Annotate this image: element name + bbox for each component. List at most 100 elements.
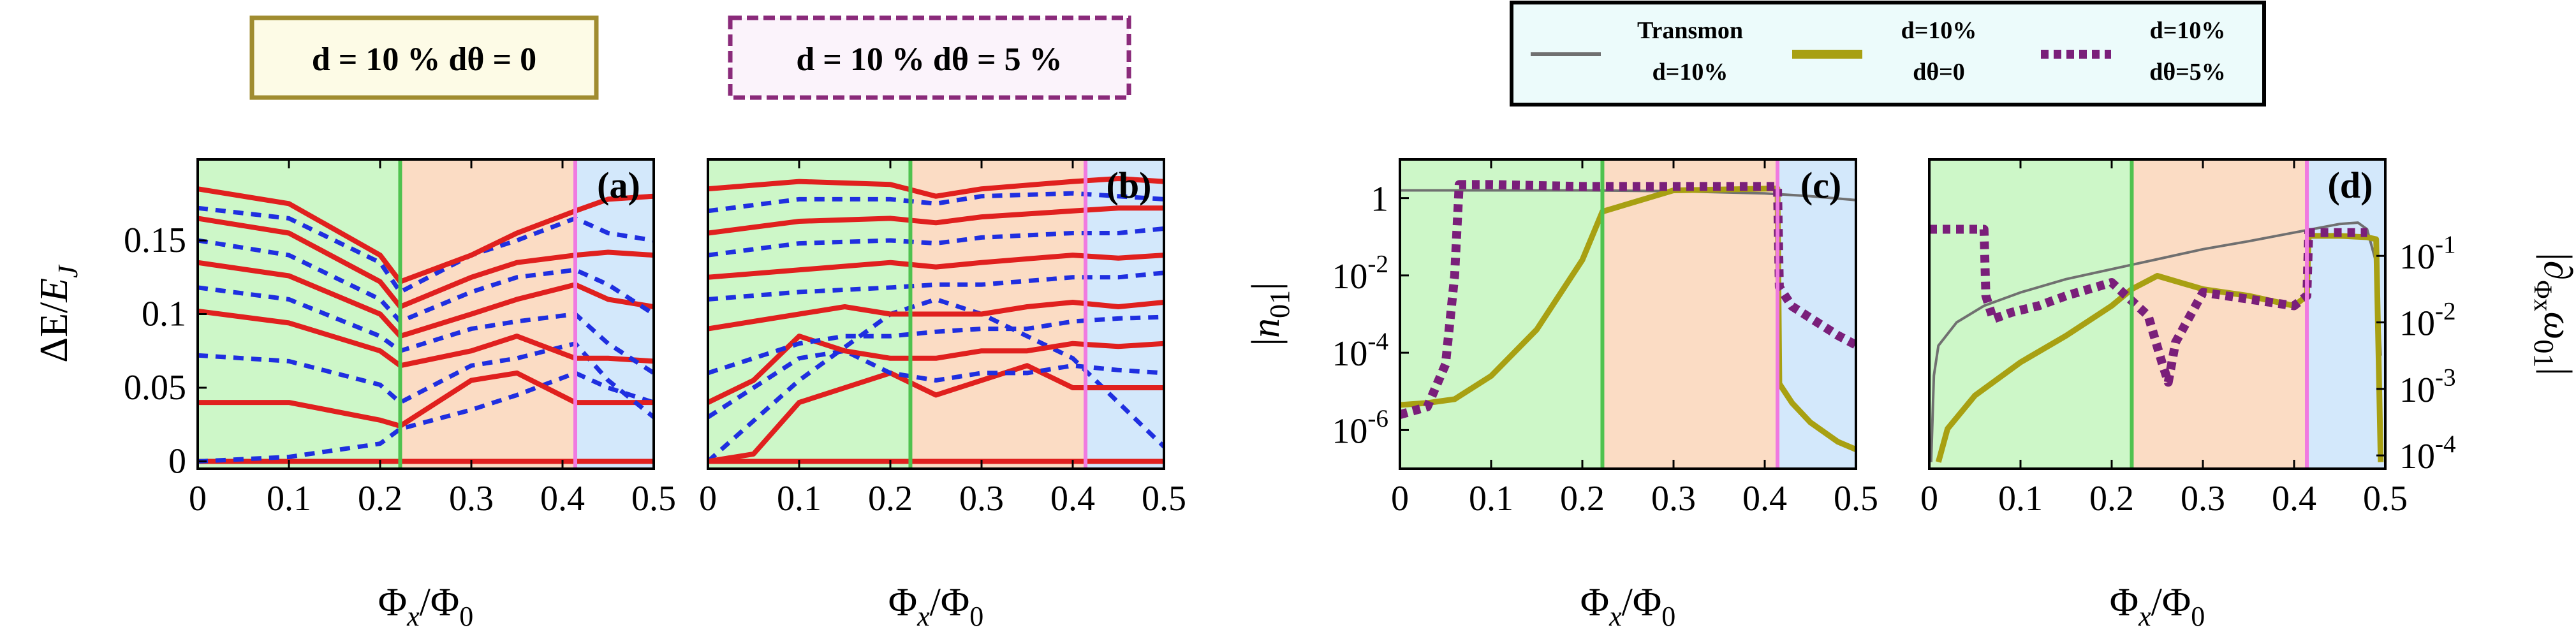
panel-label: (b) — [1107, 165, 1152, 206]
series-line — [708, 334, 1164, 405]
x-tick-label: 0 — [699, 479, 717, 518]
series-line — [708, 314, 1164, 376]
x-tick-label: 0.5 — [631, 479, 676, 518]
series-line — [1929, 221, 2382, 462]
x-axis-label: Φx/Φ0 — [378, 581, 473, 632]
x-tick-label: 0.4 — [1742, 479, 1787, 518]
x-tick-label: 0 — [1391, 479, 1409, 518]
series-line — [198, 285, 654, 375]
box-a-text: d = 10 % dθ = 0 — [312, 41, 536, 78]
box-b-text: d = 10 % dθ = 5 % — [796, 41, 1062, 78]
legend-transmon-line1: Transmon — [1637, 17, 1743, 44]
series-line — [708, 191, 1164, 214]
x-tick-label: 0.2 — [1560, 479, 1605, 518]
y-tick-label: 10-2 — [1332, 251, 1388, 297]
series-line — [198, 341, 654, 419]
box-a: d = 10 % dθ = 0 — [249, 15, 599, 100]
panel-label: (a) — [597, 165, 640, 206]
y-axis-label: ΔE/EJ — [33, 264, 84, 363]
legend-olive-line2: dθ=0 — [1913, 59, 1965, 85]
svg-text:d = 10 % dθ = 5 %: d = 10 % dθ = 5 % — [796, 41, 1062, 78]
chart-panel-d: 0 0.1 0.2 0.3 0.4 0.5 10-1 10-2 10-3 10-4 Φx/Φ0 (d)… — [1920, 158, 2576, 632]
y-tick-label: 1 — [1371, 180, 1388, 219]
box-b-frame — [728, 15, 1131, 100]
y-axis-label: |∂Φxω01| — [2528, 253, 2576, 376]
y-tick-label: 0 — [168, 441, 186, 481]
x-tick-label: 0.1 — [1998, 479, 2043, 518]
x-tick-label: 0.5 — [1834, 479, 1878, 518]
series-line — [708, 348, 1164, 420]
chart-panel-c: 0 0.1 0.2 0.3 0.4 0.5 1 10-2 10-4 10-6 Φx/Φ0 (c) |n0… — [1244, 158, 1878, 632]
series-group — [198, 186, 654, 464]
x-tick-label: 0.4 — [2272, 479, 2316, 518]
x-tick-label: 0.2 — [2089, 479, 2134, 518]
x-tick-label: 0.3 — [449, 479, 494, 518]
series-line — [708, 300, 1164, 332]
series-line — [198, 260, 654, 339]
y-tick-label: 10-3 — [2399, 364, 2456, 410]
series-line — [708, 270, 1164, 302]
chart-panel-a: 0 0.1 0.2 0.3 0.4 0.5 0 0.05 0.1 0.15 Φx/Φ0 (a) ΔE/E… — [33, 158, 676, 632]
y-tick-label: 10-4 — [1332, 328, 1388, 374]
y-axis-label: |n01| — [1244, 283, 1295, 346]
series-line — [708, 363, 1164, 464]
series-line — [198, 371, 654, 464]
y-tick-label: 10-1 — [2399, 231, 2456, 277]
region-orange — [2131, 159, 2307, 469]
y-tick-label: 10-6 — [1332, 405, 1388, 451]
x-tick-label: 0.5 — [1142, 479, 1186, 518]
x-tick-label: 0.1 — [1469, 479, 1513, 518]
y-tick-label: 10-2 — [2399, 297, 2456, 343]
panel-label: (d) — [2328, 165, 2373, 206]
series-line — [198, 308, 654, 369]
x-tick-label: 0 — [1920, 479, 1938, 518]
x-axis-label: Φx/Φ0 — [888, 581, 983, 632]
series-line — [198, 370, 654, 429]
series-line — [198, 186, 654, 284]
x-axis-label: Φx/Φ0 — [1580, 581, 1675, 632]
legend-frame — [1510, 1, 2266, 106]
legend-transmon-line2: d=10% — [1652, 59, 1728, 85]
x-tick-label: 0.4 — [1050, 479, 1095, 518]
legend-olive-line1: d=10% — [1901, 17, 1977, 44]
x-tick-label: 0.2 — [358, 479, 402, 518]
series-line — [198, 238, 654, 324]
panel-label: (c) — [1800, 165, 1841, 206]
x-tick-label: 0.5 — [2363, 479, 2408, 518]
region-blue — [1777, 159, 1856, 469]
svg-text:d = 10 % dθ = 0: d = 10 % dθ = 0 — [312, 41, 536, 78]
chart-panel-b: 0 0.1 0.2 0.3 0.4 0.5 Φx/Φ0 (b) — [699, 158, 1186, 632]
x-tick-label: 0.3 — [2181, 479, 2225, 518]
series-line — [198, 216, 654, 309]
y-tick-label: 0.1 — [142, 295, 186, 334]
y-tick-label: 0.15 — [124, 221, 186, 260]
region-green — [1400, 159, 1603, 469]
series-line — [708, 176, 1164, 199]
region-orange — [1602, 159, 1778, 469]
region-blue — [2307, 159, 2385, 469]
series-group — [1400, 180, 1856, 452]
x-axis-label: Φx/Φ0 — [2110, 581, 2205, 632]
plot-frame — [707, 158, 1165, 470]
x-tick-label: 0.1 — [267, 479, 311, 518]
series-line — [708, 205, 1164, 236]
plot-frame — [1399, 158, 1857, 470]
box-a-frame — [249, 15, 599, 100]
x-tick-label: 0.4 — [540, 479, 585, 518]
x-tick-label: 0.2 — [868, 479, 913, 518]
y-tick-label: 10-4 — [2399, 430, 2456, 476]
series-line — [1400, 180, 1856, 419]
series-line — [708, 297, 1164, 464]
x-tick-label: 0 — [189, 479, 207, 518]
box-b: d = 10 % dθ = 5 % — [728, 15, 1131, 100]
y-tick-label: 0.05 — [124, 368, 186, 408]
series-group — [708, 176, 1164, 464]
series-line — [708, 226, 1164, 258]
region-orange — [400, 159, 576, 469]
x-tick-label: 0.1 — [777, 479, 821, 518]
series-line — [1400, 186, 1856, 452]
legend: Transmon d=10% d=10% dθ=0 d=10% dθ=5% — [1510, 1, 2266, 106]
x-tick-label: 0.3 — [959, 479, 1004, 518]
legend-purple-line2: dθ=5% — [2149, 59, 2226, 85]
